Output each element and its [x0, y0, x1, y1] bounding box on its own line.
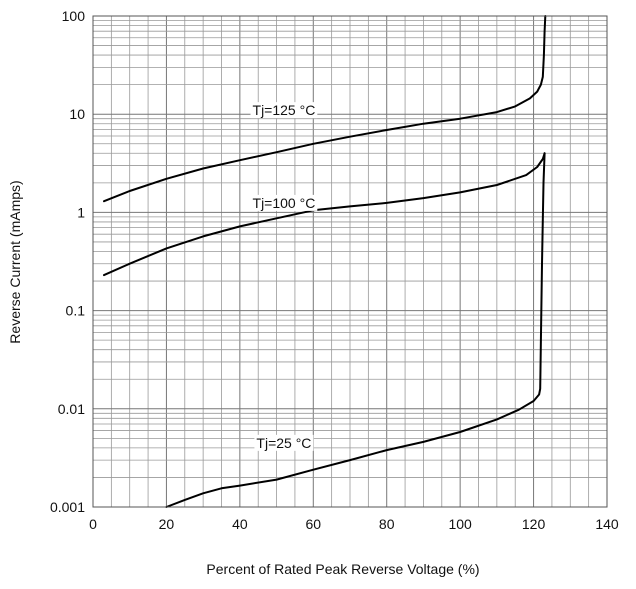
grid — [92, 16, 608, 508]
x-tick-label: 60 — [305, 516, 321, 532]
x-tick-label: 120 — [522, 516, 546, 532]
y-tick-label: 100 — [62, 8, 86, 24]
curve-labels: Tj=125 °C Tj=100 °C Tj=25 °C — [250, 102, 318, 451]
series-label-text: Tj=125 °C — [253, 102, 316, 118]
series-label-1: Tj=100 °C — [250, 194, 318, 211]
series-label-0: Tj=125 °C — [250, 102, 318, 119]
x-tick-label: 0 — [89, 516, 97, 532]
x-axis-title: Percent of Rated Peak Reverse Voltage (%… — [206, 561, 479, 577]
y-tick-label: 0.01 — [58, 401, 85, 417]
series-label-text: Tj=100 °C — [253, 195, 316, 211]
x-tick-label: 20 — [159, 516, 175, 532]
series-label-text: Tj=25 °C — [256, 435, 311, 451]
x-tick-label: 100 — [448, 516, 472, 532]
tick-labels: 0 20 40 60 80 100 120 140 0.001 0.01 0.1 1 10 100 — [50, 8, 619, 532]
series-label-2: Tj=25 °C — [254, 434, 314, 451]
series-line-1 — [103, 152, 546, 277]
series-line-0 — [103, 15, 547, 203]
y-tick-label: 0.001 — [50, 499, 85, 515]
series-line-2 — [165, 152, 546, 508]
y-tick-label: 1 — [77, 204, 85, 220]
x-tick-label: 140 — [595, 516, 619, 532]
x-tick-label: 80 — [379, 516, 395, 532]
y-tick-label: 10 — [69, 106, 85, 122]
x-tick-label: 40 — [232, 516, 248, 532]
plot-frame — [92, 15, 608, 508]
curves — [103, 15, 547, 508]
y-axis-title: Reverse Current (mAmps) — [7, 180, 23, 343]
y-tick-label: 0.1 — [66, 303, 86, 319]
